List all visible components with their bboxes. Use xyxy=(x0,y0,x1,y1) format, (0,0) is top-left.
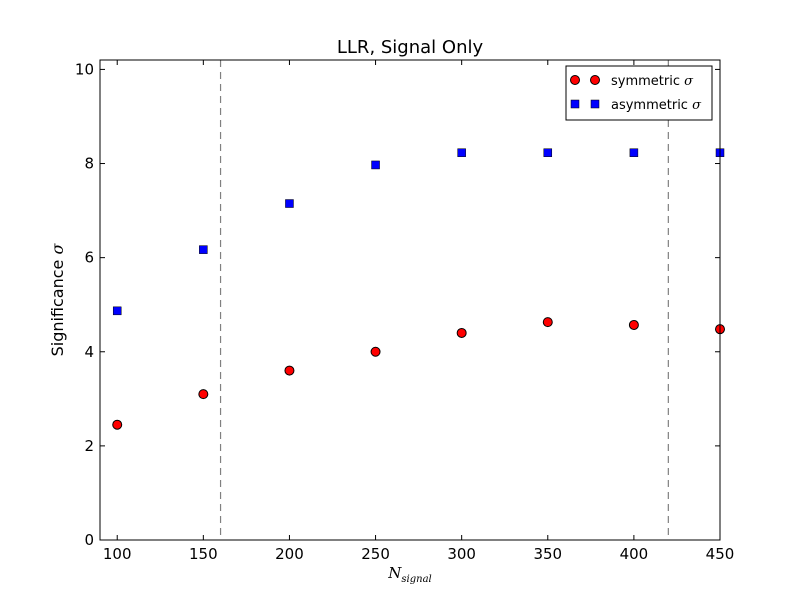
legend-label-symmetric-text: symmetric xyxy=(611,74,680,89)
x-axis-label: Nsignal xyxy=(387,564,431,585)
chart-title: LLR, Signal Only xyxy=(337,37,484,58)
point-circle-4 xyxy=(456,327,467,338)
y-tick-label-2: 2 xyxy=(84,437,94,455)
point-square-2 xyxy=(285,199,294,208)
x-axis-label-subscript: signal xyxy=(401,574,431,585)
y-axis-label: Significance σ xyxy=(48,243,67,357)
y-tick-label-8: 8 xyxy=(84,155,94,173)
point-circle-3 xyxy=(370,346,381,357)
x-tick-label-300: 300 xyxy=(447,545,476,563)
legend-marker-asymmetric-1 xyxy=(570,99,580,109)
point-circle-6 xyxy=(628,319,639,330)
legend-label-asymmetric: asymmetric σ xyxy=(611,98,702,113)
point-circle-2 xyxy=(284,365,295,376)
point-square-6 xyxy=(629,148,639,157)
y-tick-label-6: 6 xyxy=(84,249,94,267)
reference-lines xyxy=(219,60,669,540)
point-square-5 xyxy=(543,148,553,157)
legend-marker-asymmetric-2 xyxy=(590,99,600,109)
legend-label-asymmetric-text: asymmetric xyxy=(611,98,688,113)
point-circle-0 xyxy=(112,419,123,430)
axis-ticks xyxy=(100,60,721,541)
x-tick-label-400: 400 xyxy=(620,545,649,563)
legend-label-asymmetric-symbol: σ xyxy=(692,98,702,113)
point-square-3 xyxy=(371,160,380,170)
x-tick-label-200: 200 xyxy=(275,545,304,563)
legend-box xyxy=(565,65,713,121)
plot-frame xyxy=(99,59,721,541)
y-axis-label-main: Significance xyxy=(48,260,67,357)
point-circle-1 xyxy=(198,389,209,400)
legend: symmetric σ asymmetric σ xyxy=(565,65,713,121)
x-tick-label-100: 100 xyxy=(103,545,132,563)
legend-label-symmetric-symbol: σ xyxy=(684,74,694,89)
y-tick-label-10: 10 xyxy=(75,60,94,78)
x-tick-label-350: 350 xyxy=(533,545,562,563)
legend-label-symmetric: symmetric σ xyxy=(611,74,694,89)
point-square-0 xyxy=(112,306,122,316)
point-circle-5 xyxy=(542,317,553,328)
y-tick-label-0: 0 xyxy=(84,531,94,549)
y-axis-label-symbol: σ xyxy=(48,243,67,255)
plot-area xyxy=(100,60,720,540)
x-tick-label-450: 450 xyxy=(706,545,735,563)
point-square-1 xyxy=(199,245,208,254)
x-axis-label-main: N xyxy=(387,564,402,582)
legend-marker-symmetric-1 xyxy=(570,75,580,85)
tick-labels: 100 150 200 250 300 350 400 450 0 2 4 6 8 10 xyxy=(75,60,734,563)
point-square-4 xyxy=(457,148,466,157)
y-tick-label-4: 4 xyxy=(84,343,94,361)
x-tick-label-150: 150 xyxy=(189,545,218,563)
legend-marker-symmetric-2 xyxy=(590,75,600,85)
x-tick-label-250: 250 xyxy=(361,545,390,563)
